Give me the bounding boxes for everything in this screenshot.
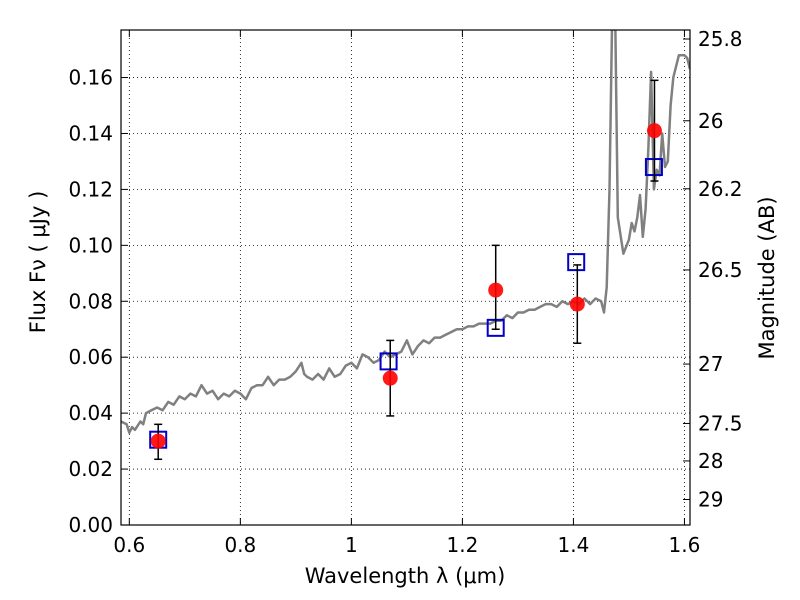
x-tick-label: 1.4 [558, 533, 590, 557]
magnitude-tick-label: 28 [698, 449, 723, 473]
y-tick-label: 0.14 [68, 121, 113, 145]
observed-flux-point [488, 282, 504, 298]
x-tick-label: 1.6 [669, 533, 701, 557]
x-tick-label: 0.6 [113, 533, 145, 557]
y-axis-label: Flux Fν ( μJy ) [26, 191, 50, 334]
magnitude-tick-label: 27.5 [698, 411, 743, 435]
y-tick-label: 0.02 [68, 457, 113, 481]
x-axis-label: Wavelength λ (μm) [305, 564, 506, 588]
observed-flux-point [382, 370, 398, 386]
x-tick-label: 0.8 [224, 533, 256, 557]
model-spectrum-line [121, 30, 690, 434]
observed-flux-point [646, 123, 662, 139]
magnitude-tick-label: 26.2 [698, 177, 743, 201]
plot-frame [120, 29, 691, 526]
magnitude-tick-label: 27 [698, 352, 723, 376]
y-tick-label: 0.12 [68, 177, 113, 201]
model-photometry-square [567, 253, 586, 272]
y-axis-ticks: 0.00 0.02 0.04 0.06 0.08 0.10 0.12 0.14 0.16 [68, 66, 128, 537]
observed-flux-point [569, 296, 585, 312]
y-tick-label: 0.10 [68, 233, 113, 257]
observed-flux-point [150, 433, 166, 449]
x-tick-label: 1.2 [446, 533, 478, 557]
y-tick-label: 0.16 [68, 66, 113, 90]
y-tick-label: 0.06 [68, 345, 113, 369]
x-axis-ticks: 0.6 0.8 1 1.2 1.4 1.6 [113, 30, 700, 557]
magnitude-tick-label: 29 [698, 487, 723, 511]
magnitude-tick-label: 26 [698, 109, 723, 133]
y-tick-label: 0.00 [68, 513, 113, 537]
y-tick-label: 0.04 [68, 401, 113, 425]
magnitude-axis-ticks: 25.8 26 26.2 26.5 27 27.5 28 29 [683, 27, 743, 511]
x-tick-label: 1 [345, 533, 358, 557]
series-layer [121, 30, 690, 461]
model-photometry-square [379, 352, 398, 371]
magnitude-tick-label: 26.5 [698, 258, 743, 282]
magnitude-tick-label: 25.8 [698, 27, 743, 51]
right-axis-label: Magnitude (AB) [755, 196, 779, 359]
plot-background [121, 30, 690, 525]
y-tick-label: 0.08 [68, 289, 113, 313]
